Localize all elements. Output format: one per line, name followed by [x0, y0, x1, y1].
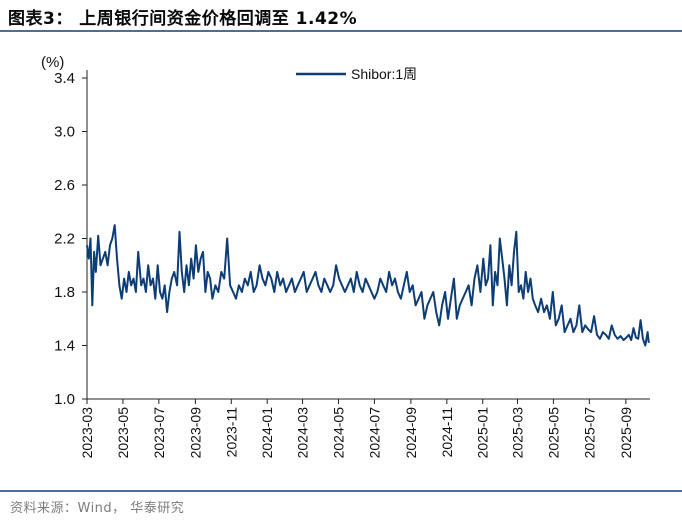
y-axis-unit-label: (%)	[41, 54, 64, 71]
x-tick-label: 2024-11	[439, 407, 455, 458]
x-tick-label: 2023-09	[187, 407, 203, 459]
x-tick-label: 2023-07	[151, 407, 167, 459]
x-tick-label: 2023-03	[79, 407, 95, 459]
x-tick-label: 2025-05	[545, 407, 561, 459]
x-tick-label: 2025-09	[618, 407, 634, 459]
chart-area: (%) 1.0 1.4 1.8 2.2 2.6 3.0 3.4 2023-03 2023-05 20…	[0, 31, 682, 489]
y-tick-label: 1.8	[54, 284, 75, 301]
footer-divider	[0, 490, 682, 492]
y-tick-label: 3.0	[54, 124, 75, 141]
shibor-line-chart: (%) 1.0 1.4 1.8 2.2 2.6 3.0 3.4 2023-03 2023-05 20…	[41, 54, 650, 458]
x-tick-label: 2024-07	[366, 407, 382, 459]
x-tick-label: 2024-03	[295, 407, 311, 459]
chart-series	[86, 224, 650, 347]
x-tick-label: 2025-07	[581, 407, 597, 459]
series-line-shibor-1w	[86, 224, 650, 347]
source-note: 资料来源：Wind， 华泰研究	[10, 501, 185, 516]
y-tick-label: 3.4	[54, 70, 75, 87]
x-tick-label: 2024-05	[330, 407, 346, 459]
y-tick-label: 1.4	[54, 338, 75, 355]
x-tick-label: 2023-11	[223, 407, 239, 458]
chart-axes: (%) 1.0 1.4 1.8 2.2 2.6 3.0 3.4 2023-03 2023-05 20…	[41, 54, 650, 458]
chart-title: 图表3： 上周银行间资金价格回调至 1.42%	[8, 9, 358, 29]
legend-label: Shibor:1周	[351, 66, 417, 82]
title-divider	[0, 30, 682, 32]
x-tick-label: 2025-01	[475, 407, 491, 459]
x-tick-label: 2024-09	[403, 407, 419, 459]
x-tick-label: 2025-03	[509, 407, 525, 459]
y-tick-label: 1.0	[54, 391, 75, 408]
y-tick-label: 2.6	[54, 177, 75, 194]
chart-legend: Shibor:1周	[296, 66, 417, 82]
y-tick-label: 2.2	[54, 231, 75, 248]
x-tick-label: 2024-01	[259, 407, 275, 459]
x-tick-label: 2023-05	[115, 407, 131, 459]
